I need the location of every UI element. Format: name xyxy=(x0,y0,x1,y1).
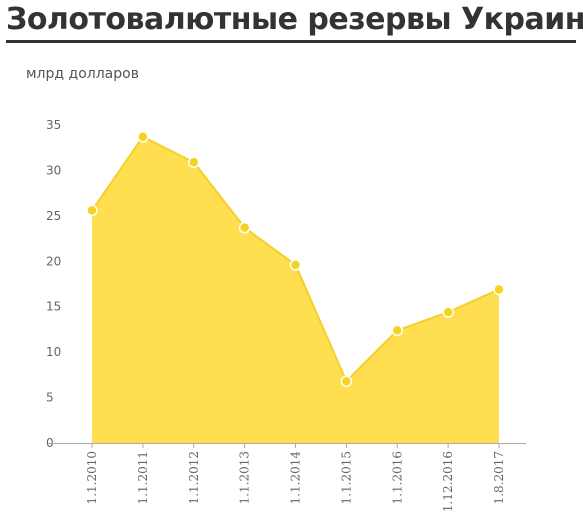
y-tick-label: 10 xyxy=(46,345,61,359)
data-points xyxy=(86,131,505,387)
x-tick-label: 1.8.2017 xyxy=(492,451,506,504)
data-point-1.1.2010 xyxy=(86,204,98,217)
data-point-1.1.2011 xyxy=(137,131,149,143)
data-point-1.1.2013 xyxy=(238,221,251,234)
y-axis-unit-label: млрд долларов xyxy=(26,66,139,82)
x-tick-label: 1.1.2015 xyxy=(339,451,353,504)
x-tick-label: 1.1.2013 xyxy=(238,451,252,504)
title-underline xyxy=(6,40,576,43)
data-point-1.12.2016 xyxy=(442,306,454,318)
y-tick-label: 20 xyxy=(46,254,61,268)
data-point-1.1.2014 xyxy=(289,259,302,271)
x-tick-label: 1.1.2011 xyxy=(136,451,150,504)
x-axis-ticks: 1.1.2010 1.1.2011 1.1.2012 1.1.2013 1.1.2014… xyxy=(85,443,506,512)
y-tick-label: 5 xyxy=(46,391,54,405)
data-point-1.1.2016 xyxy=(391,324,403,337)
data-point-1.8.2017 xyxy=(493,283,505,296)
y-axis-ticks: 05101520253035 xyxy=(46,118,61,450)
y-tick-label: 30 xyxy=(46,163,61,177)
y-tick-label: 35 xyxy=(46,118,61,132)
y-tick-label: 15 xyxy=(46,300,61,314)
data-point-1.1.2012 xyxy=(188,156,200,169)
chart-title: Золотовалютные резервы Украины xyxy=(6,2,583,37)
x-tick-label: 1.1.2016 xyxy=(390,451,404,504)
series-area xyxy=(92,136,499,443)
y-tick-label: 25 xyxy=(46,209,61,223)
x-tick-label: 1.12.2016 xyxy=(441,451,455,512)
x-tick-label: 1.1.2010 xyxy=(85,451,99,504)
data-point-1.1.2015 xyxy=(340,375,353,387)
x-tick-label: 1.1.2014 xyxy=(289,451,303,505)
x-tick-label: 1.1.2012 xyxy=(187,451,201,504)
